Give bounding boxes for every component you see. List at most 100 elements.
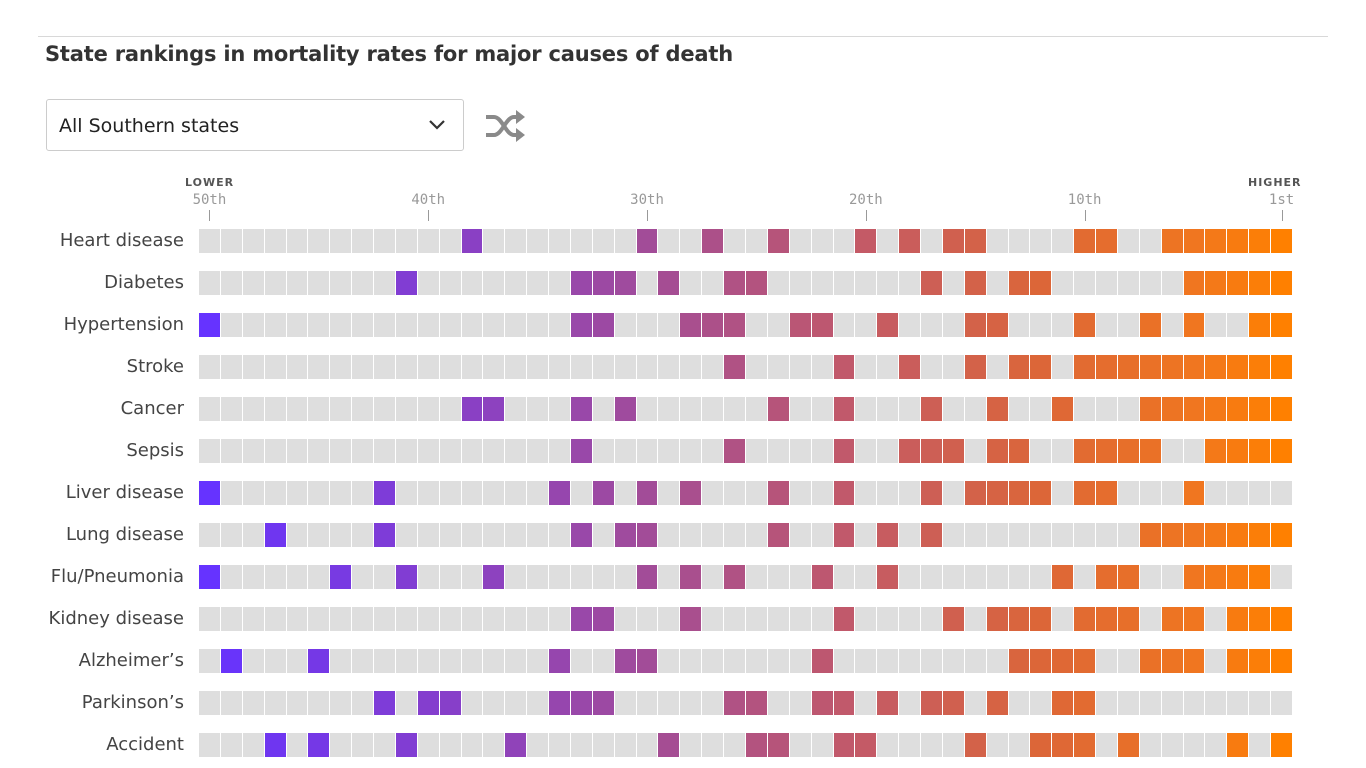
rank-cell-highlighted[interactable] — [986, 313, 1008, 337]
rank-cell-highlighted[interactable] — [1227, 397, 1249, 421]
rank-cell-highlighted[interactable] — [1074, 355, 1096, 379]
rank-cell-highlighted[interactable] — [1117, 355, 1139, 379]
rank-cell-highlighted[interactable] — [702, 229, 724, 253]
rank-cell-highlighted[interactable] — [1139, 355, 1161, 379]
rank-cell-highlighted[interactable] — [1271, 355, 1292, 379]
rank-cell-highlighted[interactable] — [1161, 607, 1183, 631]
rank-cell-highlighted[interactable] — [636, 565, 658, 589]
rank-cell-highlighted[interactable] — [964, 481, 986, 505]
rank-cell-highlighted[interactable] — [1249, 229, 1271, 253]
rank-cell-highlighted[interactable] — [1205, 439, 1227, 463]
rank-cell-highlighted[interactable] — [570, 607, 592, 631]
rank-cell-highlighted[interactable] — [549, 691, 570, 715]
rank-cell-highlighted[interactable] — [1096, 355, 1117, 379]
rank-cell-highlighted[interactable] — [921, 481, 942, 505]
rank-cell-highlighted[interactable] — [1096, 607, 1117, 631]
rank-cell-highlighted[interactable] — [1117, 607, 1139, 631]
rank-cell-highlighted[interactable] — [1205, 271, 1227, 295]
rank-cell-highlighted[interactable] — [1271, 229, 1292, 253]
rank-cell-highlighted[interactable] — [1008, 649, 1030, 673]
rank-cell-highlighted[interactable] — [1030, 481, 1052, 505]
rank-cell-highlighted[interactable] — [986, 481, 1008, 505]
rank-cell-highlighted[interactable] — [439, 691, 461, 715]
rank-cell-highlighted[interactable] — [833, 607, 855, 631]
rank-cell-highlighted[interactable] — [570, 397, 592, 421]
rank-cell-highlighted[interactable] — [767, 523, 789, 547]
rank-cell-highlighted[interactable] — [592, 481, 614, 505]
rank-cell-highlighted[interactable] — [264, 523, 286, 547]
rank-cell-highlighted[interactable] — [767, 229, 789, 253]
rank-cell-highlighted[interactable] — [1227, 607, 1249, 631]
rank-cell-highlighted[interactable] — [1205, 565, 1227, 589]
rank-cell-highlighted[interactable] — [483, 397, 505, 421]
rank-cell-highlighted[interactable] — [1117, 439, 1139, 463]
rank-cell-highlighted[interactable] — [1249, 565, 1271, 589]
rank-cell-highlighted[interactable] — [1271, 523, 1292, 547]
rank-cell-highlighted[interactable] — [395, 271, 417, 295]
rank-cell-highlighted[interactable] — [199, 565, 220, 589]
rank-cell-highlighted[interactable] — [636, 229, 658, 253]
rank-cell-highlighted[interactable] — [724, 565, 745, 589]
rank-cell-highlighted[interactable] — [308, 649, 330, 673]
rank-cell-highlighted[interactable] — [877, 313, 899, 337]
rank-cell-highlighted[interactable] — [767, 733, 789, 757]
rank-cell-highlighted[interactable] — [746, 733, 767, 757]
rank-cell-highlighted[interactable] — [833, 691, 855, 715]
rank-cell-highlighted[interactable] — [374, 691, 395, 715]
rank-cell-highlighted[interactable] — [1271, 733, 1292, 757]
rank-cell-highlighted[interactable] — [1030, 649, 1052, 673]
rank-cell-highlighted[interactable] — [1139, 523, 1161, 547]
rank-cell-highlighted[interactable] — [921, 271, 942, 295]
shuffle-icon[interactable] — [484, 108, 526, 144]
rank-cell-highlighted[interactable] — [702, 313, 724, 337]
rank-cell-highlighted[interactable] — [1052, 565, 1074, 589]
rank-cell-highlighted[interactable] — [724, 439, 745, 463]
rank-cell-highlighted[interactable] — [1161, 523, 1183, 547]
rank-cell-highlighted[interactable] — [1271, 439, 1292, 463]
rank-cell-highlighted[interactable] — [1008, 481, 1030, 505]
rank-cell-highlighted[interactable] — [549, 481, 570, 505]
rank-cell-highlighted[interactable] — [724, 313, 745, 337]
rank-cell-highlighted[interactable] — [942, 691, 964, 715]
rank-cell-highlighted[interactable] — [680, 607, 702, 631]
rank-cell-highlighted[interactable] — [1271, 607, 1292, 631]
rank-cell-highlighted[interactable] — [680, 565, 702, 589]
rank-cell-highlighted[interactable] — [1183, 565, 1205, 589]
rank-cell-highlighted[interactable] — [1161, 649, 1183, 673]
rank-cell-highlighted[interactable] — [986, 439, 1008, 463]
rank-cell-highlighted[interactable] — [1139, 313, 1161, 337]
rank-cell-highlighted[interactable] — [308, 733, 330, 757]
rank-cell-highlighted[interactable] — [636, 523, 658, 547]
rank-cell-highlighted[interactable] — [680, 481, 702, 505]
rank-cell-highlighted[interactable] — [220, 649, 242, 673]
rank-cell-highlighted[interactable] — [374, 523, 395, 547]
rank-cell-highlighted[interactable] — [942, 439, 964, 463]
rank-cell-highlighted[interactable] — [1052, 649, 1074, 673]
rank-cell-highlighted[interactable] — [570, 271, 592, 295]
rank-cell-highlighted[interactable] — [1139, 397, 1161, 421]
rank-cell-highlighted[interactable] — [1183, 649, 1205, 673]
rank-cell-highlighted[interactable] — [833, 397, 855, 421]
rank-cell-highlighted[interactable] — [1227, 229, 1249, 253]
rank-cell-highlighted[interactable] — [570, 313, 592, 337]
rank-cell-highlighted[interactable] — [921, 523, 942, 547]
rank-cell-highlighted[interactable] — [942, 229, 964, 253]
region-select[interactable]: All Southern states — [46, 99, 464, 151]
rank-cell-highlighted[interactable] — [1074, 313, 1096, 337]
rank-cell-highlighted[interactable] — [833, 733, 855, 757]
rank-cell-highlighted[interactable] — [483, 565, 505, 589]
rank-cell-highlighted[interactable] — [964, 229, 986, 253]
rank-cell-highlighted[interactable] — [1227, 523, 1249, 547]
rank-cell-highlighted[interactable] — [636, 649, 658, 673]
rank-cell-highlighted[interactable] — [1074, 229, 1096, 253]
rank-cell-highlighted[interactable] — [1249, 523, 1271, 547]
rank-cell-highlighted[interactable] — [877, 565, 899, 589]
rank-cell-highlighted[interactable] — [1183, 607, 1205, 631]
rank-cell-highlighted[interactable] — [1074, 481, 1096, 505]
rank-cell-highlighted[interactable] — [986, 607, 1008, 631]
rank-cell-highlighted[interactable] — [1161, 355, 1183, 379]
rank-cell-highlighted[interactable] — [986, 397, 1008, 421]
rank-cell-highlighted[interactable] — [811, 313, 833, 337]
rank-cell-highlighted[interactable] — [1227, 733, 1249, 757]
rank-cell-highlighted[interactable] — [942, 607, 964, 631]
